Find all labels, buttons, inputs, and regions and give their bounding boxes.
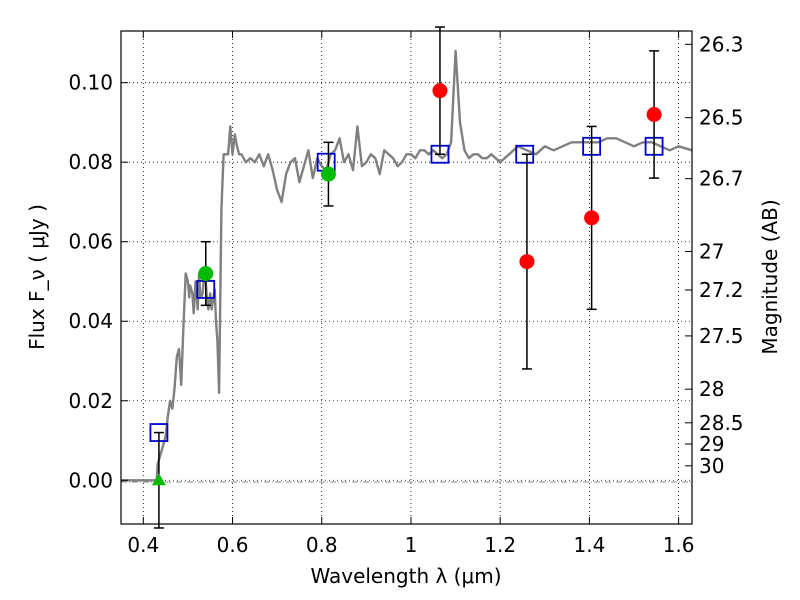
mag-tick-label: 28.5 bbox=[699, 411, 744, 435]
y-tick-label: 0.02 bbox=[68, 389, 113, 413]
green-detection-point bbox=[198, 266, 214, 282]
upper-limit-triangle bbox=[151, 473, 166, 486]
sed-spectrum-line bbox=[121, 49, 692, 482]
markers bbox=[149, 26, 664, 529]
y-tick-label: 0.06 bbox=[68, 230, 113, 254]
mag-tick-label: 29 bbox=[699, 432, 724, 456]
mag-tick-label: 26.3 bbox=[699, 32, 744, 56]
x-tick-label: 1.4 bbox=[573, 533, 605, 557]
y-tick-label: 0.10 bbox=[68, 71, 113, 95]
plot-frame bbox=[120, 30, 693, 525]
plot-area bbox=[121, 49, 692, 482]
y-tick-label: 0.04 bbox=[68, 309, 113, 333]
mag-tick-label: 27.2 bbox=[699, 278, 744, 302]
y-tick-label: 0.08 bbox=[68, 150, 113, 174]
x-tick-label: 0.8 bbox=[306, 533, 338, 557]
axis-ticks: 0.4 0.6 0.8 1 1.2 1.4 1.6 0.00 0.02 0.04 0.06 0.08 0… bbox=[68, 31, 744, 557]
detection-point bbox=[519, 254, 535, 270]
y-axis-title: Flux F_ν ( μJy ) bbox=[25, 204, 49, 350]
mag-tick-label: 27.5 bbox=[699, 324, 744, 348]
x-tick-label: 0.6 bbox=[217, 533, 249, 557]
x-tick-label: 1.6 bbox=[663, 533, 695, 557]
mag-tick-label: 26.5 bbox=[699, 106, 744, 130]
green-detection-point bbox=[320, 166, 336, 182]
x-axis-title: Wavelength λ (μm) bbox=[310, 564, 501, 588]
x-tick-label: 1.2 bbox=[484, 533, 516, 557]
mag-tick-label: 27 bbox=[699, 239, 724, 263]
model-photometry-square bbox=[515, 144, 535, 164]
mag-tick-label: 28 bbox=[699, 377, 724, 401]
mag-tick-label: 26.7 bbox=[699, 167, 744, 191]
mag-tick-label: 30 bbox=[699, 454, 724, 478]
y-tick-label: 0.00 bbox=[68, 468, 113, 492]
detection-point bbox=[584, 210, 600, 226]
detection-point bbox=[432, 83, 448, 99]
x-tick-label: 1 bbox=[405, 533, 418, 557]
detection-point bbox=[646, 106, 662, 122]
y-axis-right-title: Magnitude (AB) bbox=[758, 199, 782, 354]
x-tick-label: 0.4 bbox=[127, 533, 159, 557]
